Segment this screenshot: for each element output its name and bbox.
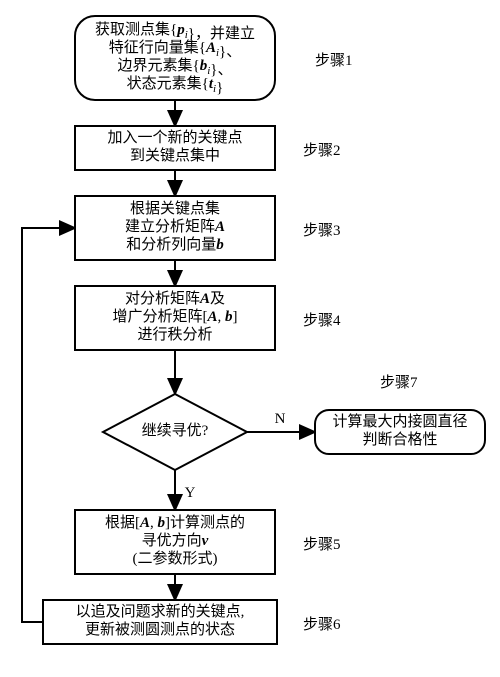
flow-node-text: 到关键点集中 (130, 147, 220, 164)
flow-node-text: 加入一个新的关键点 (107, 129, 242, 146)
flow-node-text: 对分析矩阵A及 (125, 290, 225, 307)
step-label: 步骤7 (380, 374, 418, 391)
step-label: 步骤2 (303, 142, 341, 159)
flow-node-text: 根据[A, b]计算测点的 (105, 513, 245, 531)
flow-node-text: (二参数形式) (133, 550, 218, 567)
edge-label: N (275, 411, 286, 427)
flow-node-text: 继续寻优? (142, 422, 209, 439)
flow-node-text: 计算最大内接圆直径 (332, 412, 467, 430)
step-label: 步骤6 (303, 616, 341, 633)
step-label: 步骤4 (303, 312, 341, 329)
flow-node-text: 增广分析矩阵[A, b] (112, 308, 237, 325)
flow-edge (22, 228, 75, 622)
edge-label: Y (185, 485, 196, 501)
flow-node-text: 以追及问题求新的关键点, (76, 603, 245, 620)
flow-node-text: 更新被测圆测点的状态 (85, 621, 235, 638)
flow-node-text: 判断合格性 (362, 431, 437, 448)
step-label: 步骤1 (315, 52, 353, 69)
step-label: 步骤3 (303, 222, 341, 239)
flow-node-text: 和分析列向量b (126, 236, 224, 253)
flow-node-text: 根据关键点集 (130, 200, 220, 217)
flow-node-text: 进行秩分析 (137, 326, 212, 343)
flow-node-text: 建立分析矩阵A (125, 218, 225, 235)
flowchart-canvas: 获取测点集{pi}，并建立特征行向量集{Ai}、边界元素集{bi}、状态元素集{… (0, 0, 500, 677)
step-label: 步骤5 (303, 536, 341, 553)
flow-node-text: 寻优方向v (142, 532, 209, 549)
